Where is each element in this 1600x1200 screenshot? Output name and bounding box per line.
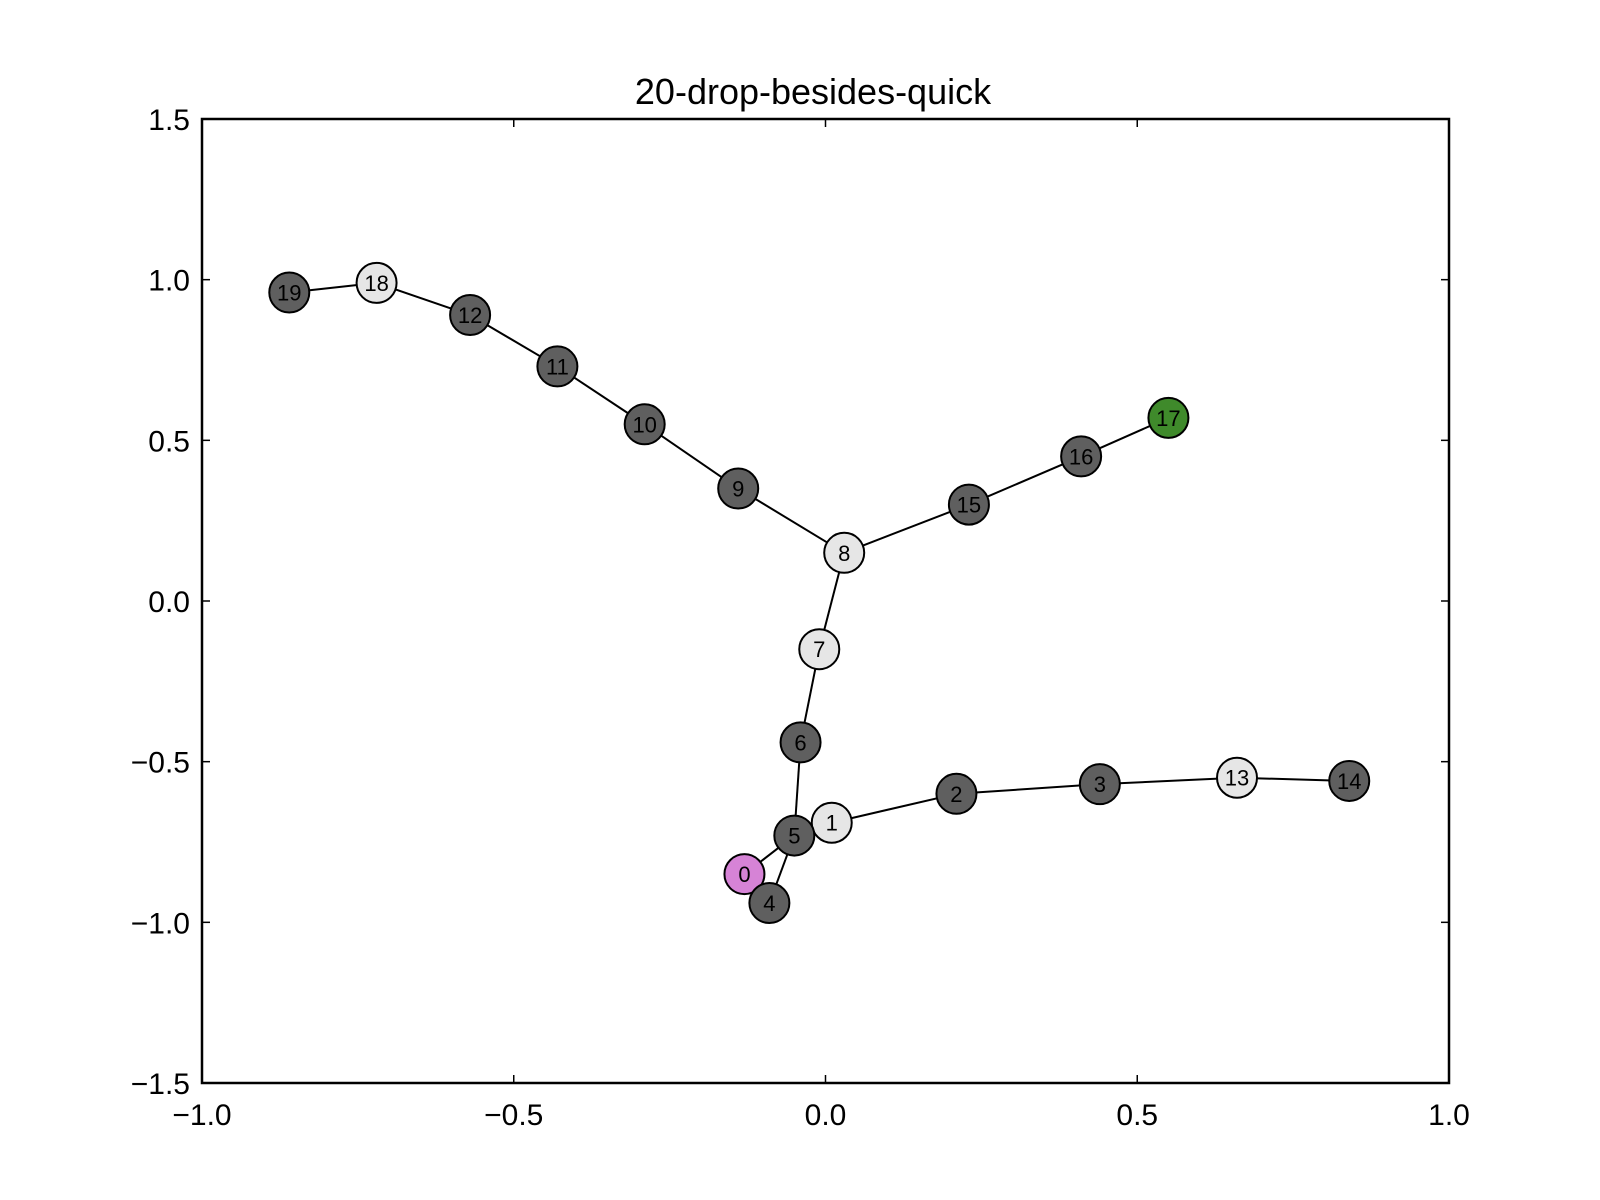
node-marker — [449, 294, 492, 337]
node-marker — [779, 721, 822, 764]
node-marker — [1078, 763, 1121, 806]
node-label: 19 — [277, 281, 301, 306]
node-7: 7 — [798, 628, 841, 671]
node-label: 4 — [763, 891, 775, 916]
node-label: 3 — [1094, 772, 1106, 797]
chart-title: 20-drop-besides-quick — [635, 71, 992, 112]
node-8: 8 — [823, 531, 866, 574]
node-marker — [1147, 396, 1190, 439]
node-10: 10 — [623, 403, 666, 446]
node-label: 1 — [826, 811, 838, 836]
node-marker — [1060, 435, 1103, 478]
node-label: 10 — [632, 412, 656, 437]
node-label: 13 — [1225, 766, 1249, 791]
x-tick-label: 0.0 — [805, 1099, 847, 1132]
node-marker — [1328, 759, 1371, 802]
node-marker — [810, 801, 853, 844]
node-label: 17 — [1156, 406, 1180, 431]
y-tick-label: −1.0 — [131, 907, 190, 940]
node-marker — [536, 345, 579, 388]
node-4: 4 — [748, 882, 791, 925]
x-tick-label: 1.0 — [1428, 1099, 1470, 1132]
y-tick-label: 0.5 — [148, 425, 190, 458]
node-marker — [798, 628, 841, 671]
node-3: 3 — [1078, 763, 1121, 806]
node-9: 9 — [717, 467, 760, 510]
node-1: 1 — [810, 801, 853, 844]
y-tick-label: −0.5 — [131, 747, 190, 780]
x-tick-label: −0.5 — [484, 1099, 543, 1132]
x-tick-label: 0.5 — [1116, 1099, 1158, 1132]
node-label: 5 — [788, 824, 800, 849]
node-marker — [723, 853, 766, 896]
node-0: 0 — [723, 853, 766, 896]
node-5: 5 — [773, 814, 816, 857]
node-16: 16 — [1060, 435, 1103, 478]
y-tick-label: 1.5 — [148, 104, 190, 137]
node-6: 6 — [779, 721, 822, 764]
node-label: 0 — [738, 862, 750, 887]
node-11: 11 — [536, 345, 579, 388]
node-15: 15 — [947, 483, 990, 526]
edge-1-2 — [831, 792, 957, 824]
edge-8-15 — [843, 503, 970, 554]
node-marker — [1216, 756, 1259, 799]
node-label: 11 — [546, 354, 569, 379]
edge-3-13 — [1099, 776, 1238, 786]
y-tick-label: −1.5 — [131, 1068, 190, 1101]
node-marker — [935, 772, 978, 815]
node-label: 18 — [364, 271, 388, 296]
node-label: 14 — [1337, 769, 1361, 794]
y-tick-label: 1.0 — [148, 265, 190, 298]
node-marker — [823, 531, 866, 574]
edge-2-3 — [956, 783, 1100, 795]
node-19: 19 — [268, 271, 311, 314]
node-marker — [748, 882, 791, 925]
node-label: 7 — [813, 637, 825, 662]
node-marker — [717, 467, 760, 510]
node-label: 2 — [950, 782, 962, 807]
y-tick-label: 0.0 — [148, 586, 190, 619]
node-marker — [947, 483, 990, 526]
x-tick-label: −1.0 — [172, 1099, 231, 1132]
node-17: 17 — [1147, 396, 1190, 439]
node-marker — [268, 271, 311, 314]
node-18: 18 — [355, 261, 398, 304]
node-12: 12 — [449, 294, 492, 337]
plot-frame — [200, 117, 1451, 1085]
node-14: 14 — [1328, 759, 1371, 802]
node-label: 6 — [794, 730, 806, 755]
node-marker — [623, 403, 666, 446]
node-2: 2 — [935, 772, 978, 815]
node-label: 15 — [957, 493, 981, 518]
ticks-layer: −1.0 −0.5 0.0 0.5 1.0−1.5−1.0−0.50.00.51.01.… — [131, 104, 1470, 1132]
node-marker — [355, 261, 398, 304]
node-13: 13 — [1216, 756, 1259, 799]
node-label: 16 — [1069, 444, 1093, 469]
node-label: 12 — [458, 303, 482, 328]
node-label: 8 — [838, 541, 850, 566]
node-label: 9 — [732, 477, 744, 502]
node-marker — [773, 814, 816, 857]
